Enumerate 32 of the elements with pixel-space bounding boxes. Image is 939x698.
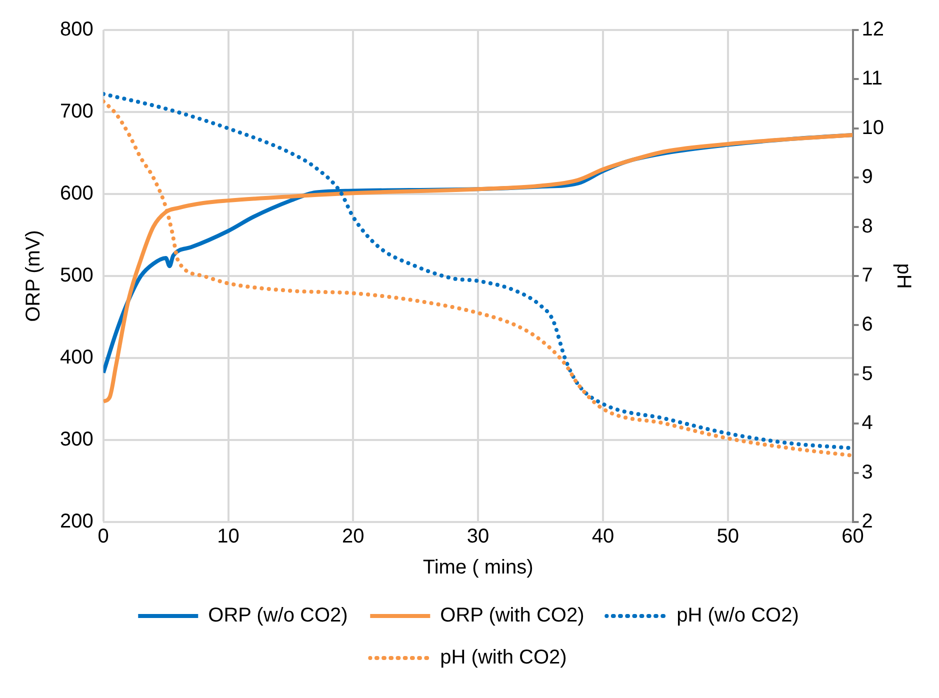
- y-tick-label: 500: [60, 264, 94, 287]
- y2-tick-label: 3: [862, 461, 873, 484]
- y-tick-label: 300: [60, 428, 94, 451]
- legend-label: ORP (w/o CO2): [208, 604, 348, 627]
- legend-label: pH (with CO2): [440, 646, 567, 669]
- x-axis-title: Time ( mins): [422, 556, 534, 579]
- y-axis-title: ORP (mV): [22, 230, 45, 322]
- y2-tick-label: 10: [862, 116, 884, 139]
- y2-tick-label: 2: [862, 510, 873, 533]
- y2-tick-label: 8: [862, 215, 873, 238]
- y2-axis-title: pH: [892, 263, 914, 289]
- y2-tick-label: 11: [862, 68, 883, 90]
- y-tick-label: 200: [60, 510, 94, 533]
- y2-tick-label: 12: [862, 18, 884, 41]
- legend-label: ORP (with CO2): [440, 604, 584, 627]
- x-tick-label: 40: [592, 526, 614, 548]
- x-tick-label: 0: [98, 526, 109, 548]
- y2-tick-label: 5: [862, 362, 873, 385]
- y-tick-label: 800: [60, 18, 94, 41]
- x-tick-label: 60: [842, 526, 864, 548]
- x-tick-label: 10: [217, 526, 240, 548]
- x-tick-label: 20: [342, 526, 364, 548]
- x-tick-label: 50: [716, 526, 739, 548]
- y-tick-label: 700: [60, 100, 94, 123]
- legend-label: pH (w/o CO2): [676, 604, 799, 627]
- y-tick-label: 600: [60, 182, 94, 205]
- x-tick-label: 30: [466, 526, 490, 548]
- y2-tick-label: 9: [862, 166, 873, 188]
- y2-tick-label: 7: [862, 264, 873, 287]
- y2-tick-label: 4: [862, 412, 873, 434]
- y-tick-label: 400: [60, 346, 94, 369]
- y2-tick-label: 6: [862, 314, 873, 336]
